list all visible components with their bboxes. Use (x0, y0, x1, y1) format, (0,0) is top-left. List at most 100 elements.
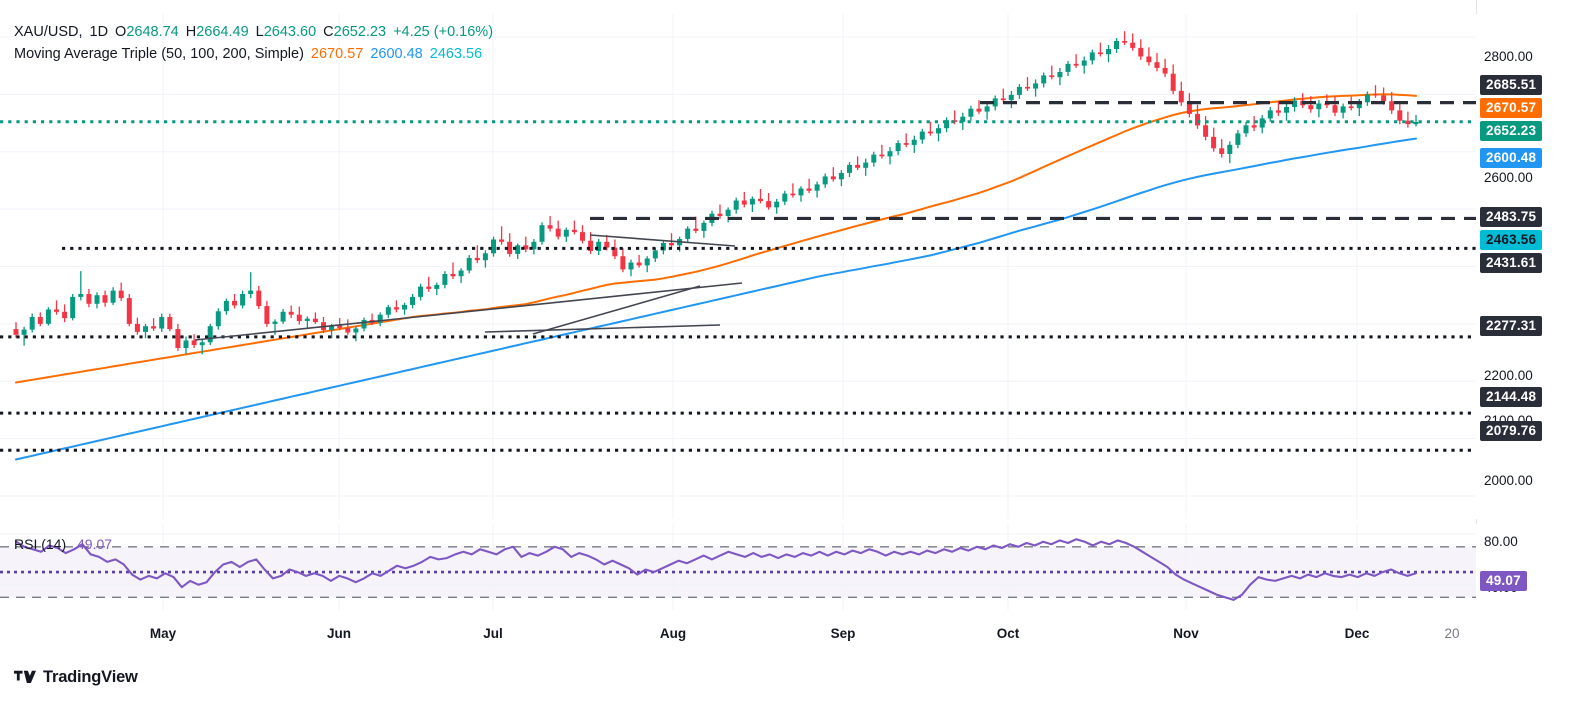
candle-body (248, 290, 254, 294)
rsi-chart-canvas[interactable] (0, 524, 1476, 610)
candle-body (571, 229, 577, 233)
rsi-axis[interactable] (1476, 524, 1591, 610)
candle-body (1195, 113, 1200, 126)
rsi-pane[interactable]: RSI (14) 49.07 (0, 524, 1476, 610)
candle-body (1251, 125, 1257, 128)
candle-body (385, 307, 391, 315)
candle-body (547, 225, 553, 229)
candle-body (1097, 52, 1103, 55)
candle-body (62, 311, 68, 319)
candle-body (499, 239, 505, 242)
candle-body (442, 274, 448, 285)
tradingview-logo[interactable]: TradingView (14, 668, 138, 687)
candle-body (515, 245, 521, 254)
time-axis-label: 20 (1444, 626, 1460, 641)
price-axis-badge[interactable]: 2144.48 (1480, 387, 1543, 407)
candle-body (644, 258, 650, 266)
price-axis-tick: 2800.00 (1484, 49, 1533, 64)
candle-body (652, 250, 658, 259)
candle-body (474, 257, 480, 261)
price-axis-badge[interactable]: 2079.76 (1480, 421, 1543, 441)
candle-body (1025, 86, 1030, 89)
time-axis[interactable]: May Jun Jul Aug Sep Oct Nov Dec 20 (0, 610, 1591, 648)
candle-body (353, 328, 359, 333)
candle-body (758, 198, 763, 202)
price-axis-badge[interactable]: 2431.61 (1480, 253, 1543, 273)
candle-body (1259, 118, 1265, 128)
candle-body (199, 342, 205, 346)
candle-body (1227, 144, 1233, 154)
trendline[interactable] (589, 234, 736, 247)
price-axis-badge[interactable]: 2483.75 (1480, 207, 1543, 227)
sma-100-line (15, 137, 1417, 461)
candle-body (304, 318, 310, 321)
candle-body (636, 262, 642, 266)
candle-body (159, 317, 165, 329)
candle-body (580, 232, 585, 241)
time-axis-label: Aug (659, 626, 687, 641)
candle-body (863, 162, 869, 168)
candle-body (377, 314, 383, 323)
trendline[interactable] (532, 285, 701, 335)
candle-body (1186, 102, 1192, 114)
candle-body (879, 154, 885, 157)
candle-body (345, 327, 351, 333)
candle-body (450, 274, 456, 277)
candle-body (78, 294, 84, 297)
time-axis-label: Nov (1173, 626, 1199, 641)
candle-body (984, 106, 990, 112)
candle-body (54, 309, 59, 312)
price-axis-badge[interactable]: 2685.51 (1480, 75, 1543, 95)
candle-body (830, 176, 836, 180)
candle-body (1348, 106, 1354, 109)
candle-body (596, 241, 602, 251)
price-chart-canvas[interactable] (0, 14, 1476, 519)
candle-body (102, 295, 108, 303)
candle-body (86, 294, 92, 304)
candle-body (434, 284, 440, 289)
candle-body (1356, 102, 1362, 109)
candle-body (466, 257, 472, 271)
candle-body (418, 286, 424, 297)
candle-body (151, 326, 157, 329)
candle-body (555, 228, 561, 237)
price-axis-badge[interactable]: 2652.23 (1480, 121, 1543, 141)
candle-body (1267, 110, 1273, 119)
candle-body (272, 321, 278, 324)
candle-body (191, 340, 197, 346)
price-axis-badge[interactable]: 2600.48 (1480, 148, 1543, 168)
candle-body (766, 201, 772, 208)
price-axis-badge[interactable]: 2463.56 (1480, 230, 1543, 250)
candle-body (701, 222, 707, 231)
candle-body (806, 188, 812, 191)
rsi-name[interactable]: RSI (14) (14, 536, 67, 552)
candle-body (539, 225, 545, 242)
candle-body (1203, 125, 1209, 137)
candle-body (871, 154, 877, 163)
candle-body (167, 317, 173, 330)
price-axis-badge[interactable]: 2277.31 (1480, 316, 1543, 336)
price-pane[interactable] (0, 14, 1476, 519)
candle-body (232, 300, 237, 306)
candle-body (1243, 125, 1249, 134)
candle-body (240, 294, 246, 306)
candle-body (337, 325, 343, 328)
candle-body (725, 209, 731, 216)
candle-body (280, 311, 286, 322)
rsi-legend: RSI (14) 49.07 (14, 536, 112, 552)
candle-body (887, 151, 893, 157)
candle-body (847, 164, 852, 173)
candle-body (1413, 121, 1419, 125)
candle-body (604, 241, 610, 248)
candle-body (838, 173, 844, 180)
candle-body (960, 116, 966, 122)
candle-body (1073, 63, 1079, 66)
price-axis-badge[interactable]: 2670.57 (1480, 98, 1543, 118)
rsi-axis-badge[interactable]: 49.07 (1480, 571, 1527, 591)
candle-body (264, 306, 270, 324)
trendline[interactable] (484, 324, 721, 333)
candle-body (952, 120, 958, 122)
time-axis-label: Jun (326, 626, 352, 641)
trendline[interactable] (194, 282, 743, 341)
